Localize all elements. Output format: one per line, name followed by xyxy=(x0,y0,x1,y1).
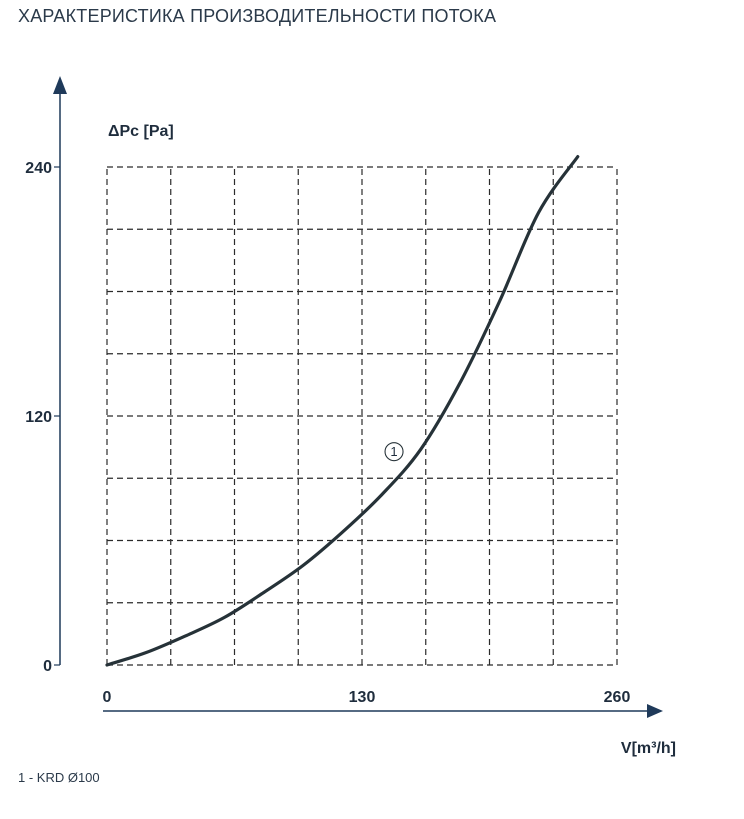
x-tick-label: 0 xyxy=(103,689,112,706)
x-axis-arrow-icon xyxy=(647,704,663,718)
x-tick-label: 130 xyxy=(349,689,376,706)
y-axis-arrow-icon xyxy=(53,76,67,94)
y-axis-label: ΔPc [Pa] xyxy=(108,123,174,140)
y-tick-label: 0 xyxy=(43,658,52,675)
tick-labels: 0 120 240 0 130 260 xyxy=(25,160,630,706)
annotation-circle xyxy=(384,442,404,462)
annotation-label: 1 xyxy=(390,444,397,459)
footnote: 1 - KRD Ø100 xyxy=(18,770,100,785)
annotation-layer: 1 xyxy=(384,442,404,462)
chart-grid xyxy=(106,166,618,666)
series-line xyxy=(105,155,580,667)
series-layer xyxy=(105,155,580,667)
x-axis-label: V[m³/h] xyxy=(621,740,676,757)
chart-axes xyxy=(53,76,663,718)
x-tick-label: 260 xyxy=(604,689,631,706)
y-tick-label: 240 xyxy=(25,160,52,177)
y-tick-label: 120 xyxy=(25,409,52,426)
page-title: ХАРАКТЕРИСТИКА ПРОИЗВОДИТЕЛЬНОСТИ ПОТОКА xyxy=(18,6,497,26)
